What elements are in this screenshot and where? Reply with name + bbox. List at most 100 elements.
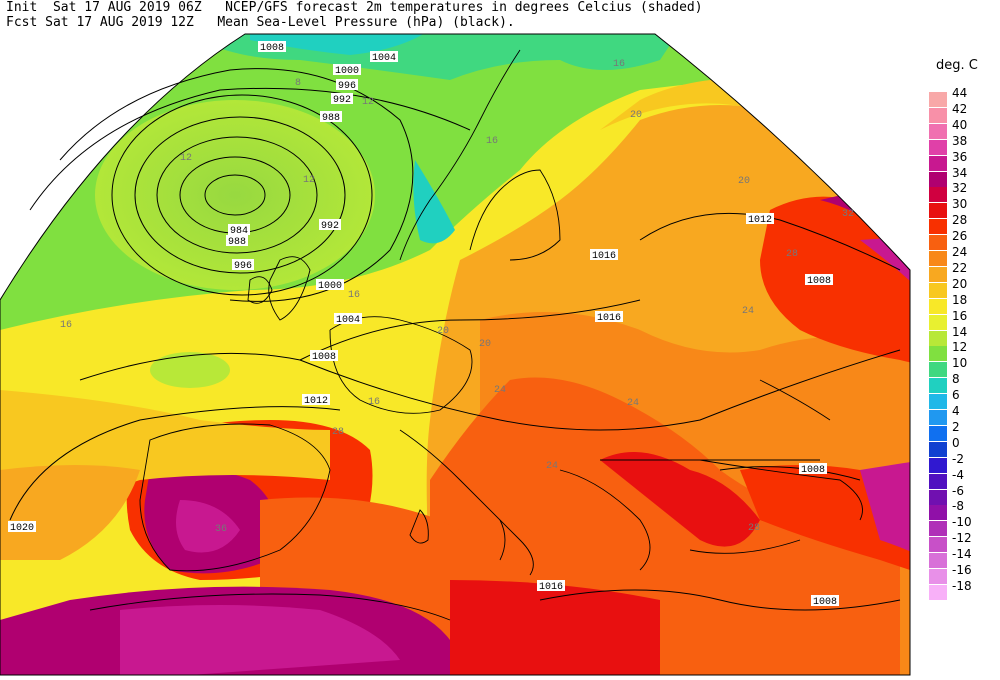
- legend-swatch: [929, 298, 947, 314]
- isobar-label-bg: [8, 521, 36, 532]
- legend-label: 38: [952, 133, 968, 148]
- legend-label: 18: [952, 292, 968, 307]
- legend-label: 24: [952, 245, 968, 259]
- isobar-label-bg: [319, 219, 341, 230]
- legend-swatch: [929, 203, 947, 219]
- isobar-label: 1000: [318, 281, 342, 292]
- isobar-label-bg: [590, 249, 618, 260]
- isobar-labels: 1008100410009969929889849889929961000100…: [8, 41, 839, 608]
- legend-swatch: [929, 92, 947, 107]
- temperature-label: 12: [180, 153, 192, 164]
- isobar-label-bg: [336, 79, 358, 90]
- isobar-label: 992: [333, 95, 351, 106]
- legend-swatch: [929, 505, 947, 521]
- legend-title: deg. C: [936, 58, 978, 73]
- temperature-label: 20: [630, 110, 642, 121]
- legend-label: 20: [952, 276, 968, 291]
- legend-label: 42: [952, 101, 968, 116]
- legend-label: 34: [952, 165, 968, 180]
- isobar-label-bg: [228, 224, 250, 235]
- legend-label: -2: [952, 451, 964, 466]
- isobar-label-bg: [805, 274, 833, 285]
- temperature-label: 24: [627, 398, 639, 409]
- temperature-label: 8: [295, 78, 301, 89]
- legend-label: -4: [952, 467, 964, 482]
- temperature-label: 28: [332, 427, 344, 438]
- isobar-label-bg: [232, 259, 254, 270]
- legend-swatch: [929, 362, 947, 378]
- temperature-label: 12: [362, 97, 374, 108]
- coastlines: [89, 49, 863, 621]
- legend-label: -16: [952, 563, 972, 577]
- legend-label: 14: [952, 324, 968, 339]
- isobar-label-bg: [258, 41, 286, 52]
- temperature-label: 16: [613, 59, 625, 70]
- isobars: [9, 68, 901, 611]
- legend-label: 8: [952, 372, 960, 387]
- legend-swatch: [929, 394, 947, 410]
- isobar-label: 1016: [592, 251, 616, 262]
- legend-swatch: [929, 553, 947, 569]
- legend-label: 28: [952, 213, 968, 228]
- legend-label: 30: [952, 197, 968, 212]
- header-line-1: Init Sat 17 AUG 2019 06Z NCEP/GFS foreca…: [6, 0, 703, 15]
- legend-swatch: [929, 139, 947, 155]
- legend-label: 22: [952, 260, 968, 275]
- isobar-label: 1020: [10, 523, 34, 534]
- isobar-label-bg: [226, 235, 248, 246]
- legend-label: 2: [952, 419, 960, 434]
- legend-label: 0: [952, 435, 960, 450]
- isobar-label-bg: [811, 595, 839, 606]
- header-line-2: Fcst Sat 17 AUG 2019 12Z Mean Sea-Level …: [6, 15, 515, 30]
- isobar-label-bg: [331, 93, 353, 104]
- legend-label: 32: [952, 181, 968, 196]
- temperature-label: 12: [303, 175, 315, 186]
- isobar-label: 988: [322, 113, 340, 124]
- legend-label: 10: [952, 356, 968, 371]
- temperature-label: 28: [748, 523, 760, 534]
- temperature-label: 24: [494, 385, 506, 396]
- legend-label: 44: [952, 86, 968, 100]
- isobar-label: 1012: [748, 215, 772, 226]
- isobar-label-bg: [746, 213, 774, 224]
- legend-swatch: [929, 410, 947, 425]
- temperature-label: 16: [348, 290, 360, 301]
- legend-swatch: [929, 378, 947, 394]
- legend-label: 36: [952, 149, 968, 164]
- isobar-label: 1008: [312, 352, 336, 363]
- legend-label: 12: [952, 340, 968, 355]
- temperature-label: 24: [742, 306, 754, 317]
- legend-swatch: [929, 266, 947, 282]
- legend-swatch: [929, 282, 947, 298]
- legend-swatch: [929, 123, 947, 139]
- legend-swatch: [929, 346, 947, 362]
- isobar-label: 1008: [807, 276, 831, 287]
- isobar-label: 996: [234, 261, 252, 272]
- isobar-label: 1012: [304, 396, 328, 407]
- isobar-label-bg: [320, 111, 342, 122]
- isobar-label: 1008: [813, 597, 837, 608]
- legend-swatch: [929, 187, 947, 203]
- isobar-label: 1016: [539, 582, 563, 593]
- map-frame: [0, 33, 911, 676]
- temperature-label: 20: [479, 339, 491, 350]
- temperature-label: 24: [546, 461, 558, 472]
- temperature-label: 36: [215, 524, 227, 535]
- isobar-label: 992: [321, 221, 339, 232]
- isobar-label-bg: [316, 279, 344, 290]
- isobar-label-bg: [799, 463, 827, 474]
- legend-swatch: [929, 107, 947, 123]
- temperature-label: 16: [368, 397, 380, 408]
- legend-swatch: [929, 537, 947, 553]
- isobar-label-bg: [334, 313, 362, 324]
- isobar-label: 1004: [372, 53, 396, 64]
- isobar-label-bg: [333, 64, 361, 75]
- legend-swatch: [929, 219, 947, 235]
- temperature-label: 32: [842, 209, 854, 220]
- isobar-label: 1004: [336, 315, 360, 326]
- legend-label: -18: [952, 578, 972, 593]
- legend-swatch: [929, 489, 947, 505]
- isobar-label: 1000: [335, 66, 359, 77]
- legend-swatch: [929, 584, 947, 600]
